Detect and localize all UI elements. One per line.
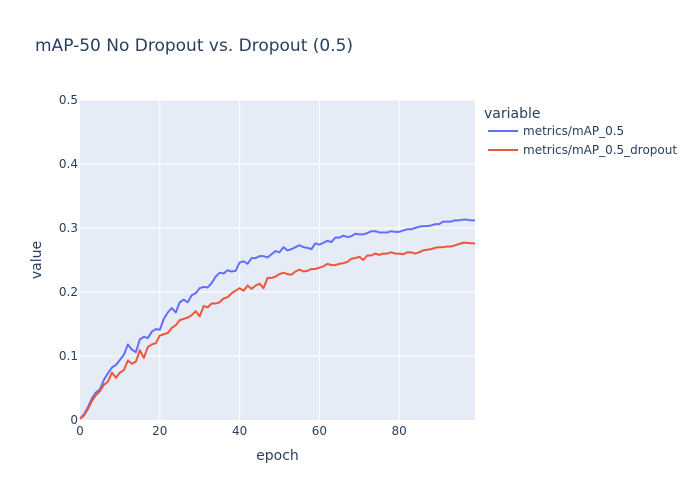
series-lines xyxy=(79,218,475,420)
y-axis-label: value xyxy=(29,241,45,279)
grid-lines xyxy=(80,99,475,420)
x-tick-label: 20 xyxy=(152,424,167,438)
x-axis-label: epoch xyxy=(256,448,299,464)
legend-title: variable xyxy=(484,106,540,122)
legend[interactable]: variable metrics/mAP_0.5 metrics/mAP_0.5_… xyxy=(484,106,677,157)
x-tick-label: 40 xyxy=(232,424,247,438)
series-line-2 xyxy=(79,241,475,420)
x-tick-label: 60 xyxy=(312,424,327,438)
y-tick-label: 0.2 xyxy=(59,285,78,299)
y-tick-label: 0.4 xyxy=(59,157,78,171)
legend-item[interactable]: metrics/mAP_0.5 xyxy=(488,124,624,138)
y-tick-label: 0.5 xyxy=(59,93,78,107)
x-tick-label: 80 xyxy=(392,424,407,438)
x-tick-label: 0 xyxy=(76,424,84,438)
plot-area xyxy=(80,100,475,420)
legend-label: metrics/mAP_0.5_dropout xyxy=(523,143,677,157)
y-tick-label: 0.1 xyxy=(59,349,78,363)
legend-item[interactable]: metrics/mAP_0.5_dropout xyxy=(488,143,677,157)
chart-title: mAP-50 No Dropout vs. Dropout (0.5) xyxy=(35,36,353,56)
legend-label: metrics/mAP_0.5 xyxy=(523,124,624,138)
legend-items: metrics/mAP_0.5 metrics/mAP_0.5_dropout xyxy=(488,124,677,157)
y-tick-label: 0 xyxy=(70,413,78,427)
series-line-1 xyxy=(79,218,475,420)
y-tick-label: 0.3 xyxy=(59,221,78,235)
x-axis-ticks: 0 20 40 60 80 xyxy=(76,424,407,438)
y-axis-ticks: 0 0.1 0.2 0.3 0.4 0.5 xyxy=(59,93,78,427)
